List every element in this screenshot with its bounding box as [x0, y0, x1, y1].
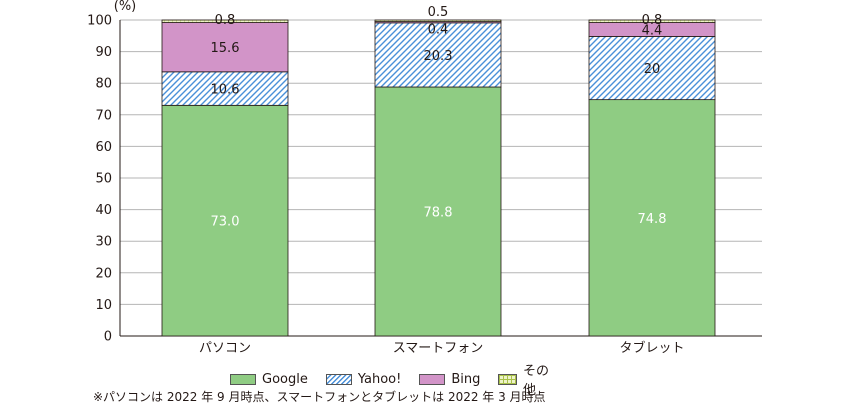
legend-item-yahoo: Yahoo!	[325, 371, 402, 387]
data-label-google-0: 73.0	[211, 215, 240, 230]
bar-segment-yahoo-0	[161, 71, 289, 106]
legend-item-other: その他	[498, 360, 550, 398]
data-label-other-0: 0.8	[215, 13, 236, 28]
x-category-label-1: スマートフォン	[393, 341, 484, 356]
y-unit-label: (%)	[114, 0, 137, 14]
legend-label-google: Google	[262, 371, 308, 387]
data-label-other-1: 0.5	[428, 5, 449, 20]
legend-swatch-other	[498, 373, 517, 385]
x-category-label-2: タブレット	[619, 340, 684, 356]
bar-segment-yahoo-1	[374, 22, 502, 88]
y-tick-label-20: 20	[95, 266, 112, 281]
data-label-bing-1: 0.4	[428, 23, 449, 38]
bars	[161, 19, 716, 337]
bar-segment-yahoo-2	[588, 36, 716, 101]
bar-segment-other-2	[588, 19, 716, 23]
data-label-yahoo-2: 20	[644, 62, 661, 77]
legend-swatch-bing	[419, 373, 446, 385]
data-labels: 73.010.615.60.878.820.30.40.574.8204.40.…	[211, 5, 667, 230]
bar-segment-bing-0	[161, 22, 289, 73]
bar-segment-google-1	[374, 86, 502, 337]
y-tick-label-60: 60	[95, 140, 112, 155]
legend-swatch-google	[230, 373, 256, 385]
data-label-bing-0: 15.6	[211, 41, 240, 56]
y-tick-label-50: 50	[95, 172, 112, 187]
legend-label-bing: Bing	[451, 371, 481, 387]
x-category-label-0: パソコン	[199, 341, 251, 356]
y-tick-label-40: 40	[95, 203, 112, 218]
y-tick-label-30: 30	[95, 235, 112, 250]
y-tick-label-70: 70	[95, 108, 112, 123]
y-tick-label-80: 80	[95, 77, 112, 92]
data-label-bing-2: 4.4	[642, 23, 663, 38]
data-label-yahoo-1: 20.3	[424, 49, 453, 64]
legend-item-google: Google	[230, 372, 308, 387]
data-label-other-2: 0.8	[642, 13, 663, 28]
legend-swatch-yahoo	[325, 373, 352, 385]
data-label-yahoo-0: 10.6	[211, 83, 240, 98]
legend-label-yahoo: Yahoo!	[357, 371, 402, 387]
y-tick-label-100: 100	[87, 14, 112, 29]
bar-segment-google-2	[588, 99, 716, 337]
footnote: ※パソコンは 2022 年 9 月時点、スマートフォンとタブレットは 2022 …	[93, 390, 546, 404]
legend-label-other: その他	[522, 364, 549, 398]
legend-item-bing: Bing	[419, 372, 480, 387]
bar-segment-google-0	[161, 104, 289, 337]
legend: Google Yahoo! Bing その他	[230, 364, 550, 398]
bar-segment-other-1	[374, 19, 502, 22]
bar-segment-other-0	[161, 19, 289, 23]
data-label-google-2: 74.8	[638, 212, 667, 227]
data-label-google-1: 78.8	[424, 205, 453, 220]
y-tick-label-10: 10	[95, 298, 112, 313]
y-tick-label-90: 90	[95, 45, 112, 60]
y-tick-label-0: 0	[104, 330, 112, 345]
